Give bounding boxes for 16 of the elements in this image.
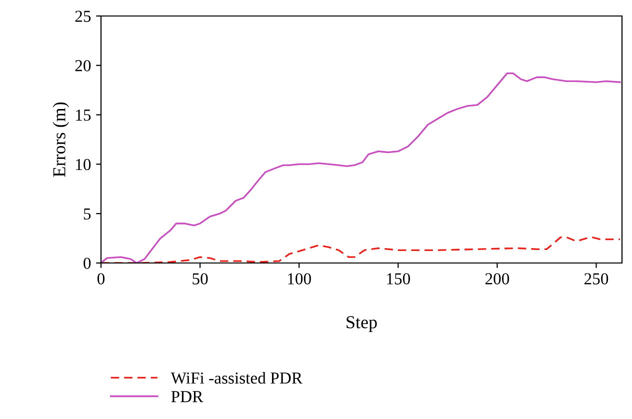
x-tick-label: 0 bbox=[97, 273, 105, 284]
y-tick-label: 20 bbox=[75, 60, 91, 72]
x-tick-label: 250 bbox=[584, 273, 608, 284]
y-tick-label: 15 bbox=[76, 110, 91, 121]
y-tick-label: 25 bbox=[75, 10, 91, 22]
y-tick-label: 10 bbox=[76, 158, 91, 170]
legend-label: WiFi -assisted PDR bbox=[170, 372, 303, 384]
x-tick-label: 50 bbox=[192, 273, 208, 284]
x-tick-label: 100 bbox=[288, 273, 311, 284]
x-axis-title: Step bbox=[346, 316, 377, 332]
y-axis-title: Errors (m) bbox=[52, 102, 70, 177]
x-tick-label: 150 bbox=[387, 273, 410, 284]
y-tick-label: 0 bbox=[84, 258, 91, 269]
y-tick-label: 5 bbox=[84, 208, 91, 220]
legend-label: PDR bbox=[171, 391, 204, 402]
x-tick-label: 200 bbox=[485, 273, 510, 284]
